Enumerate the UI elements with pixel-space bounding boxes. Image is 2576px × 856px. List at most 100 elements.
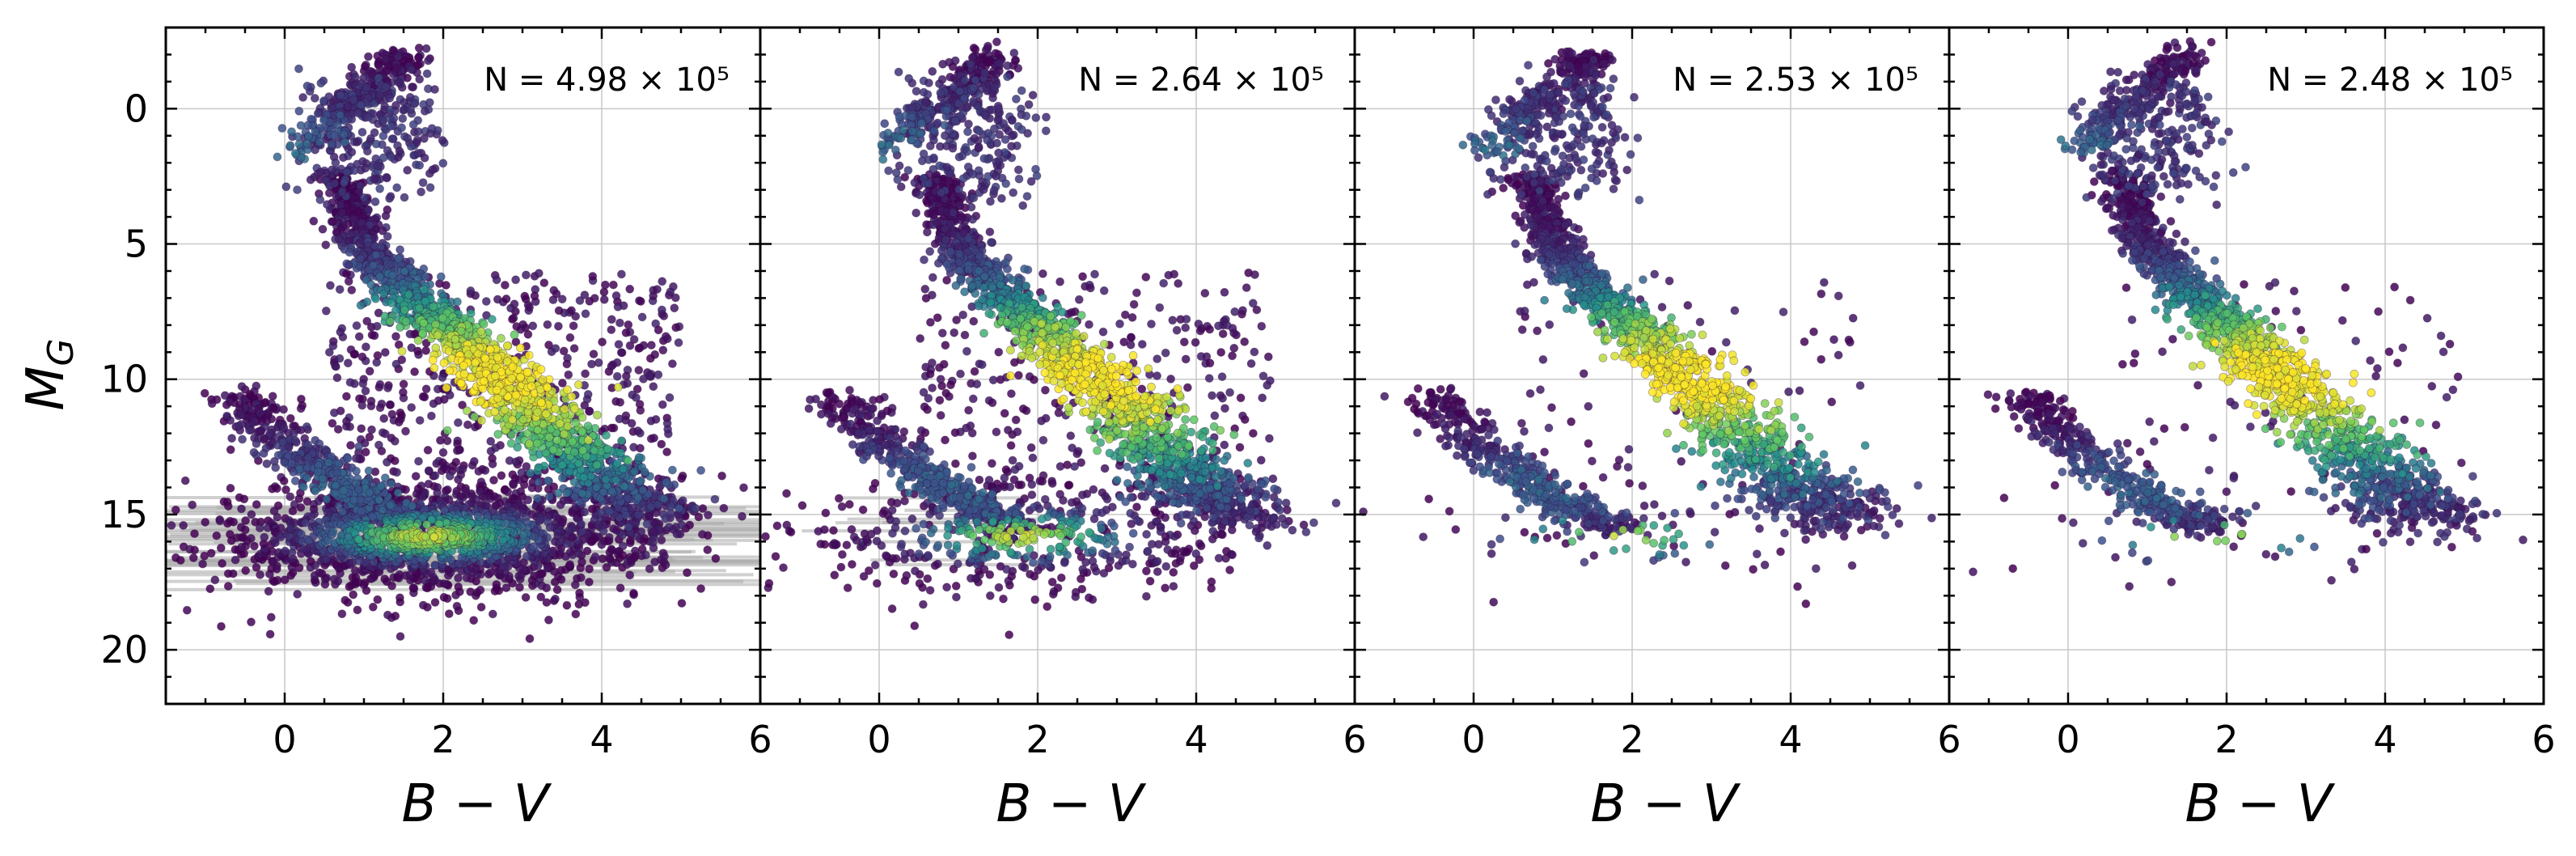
star-point [669, 282, 678, 291]
star-point [469, 616, 479, 625]
star-point [424, 56, 433, 66]
star-point [536, 569, 546, 578]
star-point [528, 321, 538, 331]
star-point [290, 477, 300, 485]
star-point [374, 495, 384, 505]
star-point [586, 537, 596, 547]
star-point [410, 367, 419, 376]
star-point [252, 439, 261, 448]
star-point [421, 488, 429, 498]
star-point [658, 277, 667, 286]
star-point [255, 523, 264, 532]
star-point [466, 587, 476, 596]
star-point [539, 278, 549, 288]
star-point [649, 382, 658, 392]
star-point [442, 426, 452, 435]
star-point [555, 550, 565, 560]
star-point [237, 504, 246, 514]
star-point [445, 366, 454, 375]
star-point [383, 231, 392, 241]
star-point [331, 158, 341, 167]
star-point [511, 275, 520, 285]
star-point [511, 457, 521, 467]
star-point [280, 575, 290, 585]
star-point [389, 46, 399, 56]
star-point [481, 297, 491, 306]
star-point [609, 524, 618, 533]
star-point [231, 555, 240, 565]
star-point [589, 350, 599, 359]
star-point [543, 563, 552, 573]
star-point [642, 519, 652, 529]
star-point [649, 434, 658, 443]
star-point [259, 449, 269, 458]
star-point [594, 520, 603, 529]
star-point [696, 466, 705, 475]
star-point [271, 463, 281, 472]
star-point [227, 434, 237, 443]
star-point [616, 348, 626, 358]
star-point [385, 193, 395, 203]
star-point [551, 344, 560, 354]
star-point [345, 248, 354, 257]
star-point [510, 299, 519, 309]
star-point [421, 384, 431, 394]
star-point [554, 306, 564, 316]
star-point [646, 502, 656, 511]
star-point [501, 583, 511, 592]
star-point [167, 521, 176, 530]
star-point [294, 64, 303, 74]
star-point [413, 127, 423, 137]
star-point [621, 371, 631, 381]
star-point [398, 114, 408, 123]
star-point [246, 534, 256, 543]
star-point [370, 128, 379, 138]
star-point [315, 137, 324, 146]
star-point [179, 521, 188, 530]
star-point [322, 200, 332, 210]
star-point [522, 462, 531, 471]
star-point [640, 467, 649, 477]
star-point [438, 458, 447, 468]
star-point [450, 334, 460, 344]
star-point [623, 379, 632, 388]
star-point [373, 51, 383, 61]
star-point [318, 474, 328, 483]
star-point [351, 454, 361, 463]
star-point [607, 423, 616, 433]
star-point [338, 153, 348, 163]
star-point [365, 367, 374, 376]
star-point [237, 382, 247, 392]
star-point [647, 341, 656, 350]
star-point [325, 281, 335, 290]
star-point [238, 434, 247, 444]
star-point [543, 320, 552, 329]
star-point [392, 183, 402, 193]
star-point [328, 341, 338, 350]
star-point [490, 407, 500, 417]
star-point [241, 566, 251, 575]
star-point [438, 136, 447, 145]
star-point [345, 378, 355, 388]
star-point [633, 493, 643, 502]
star-point [324, 347, 334, 357]
star-point [577, 489, 587, 498]
star-point [336, 91, 345, 100]
star-point [476, 603, 486, 612]
star-point [373, 595, 383, 604]
star-point [557, 460, 567, 470]
star-point [356, 254, 366, 264]
star-point [668, 359, 677, 369]
star-point [405, 92, 415, 102]
star-point [260, 532, 269, 542]
star-point [430, 85, 439, 94]
star-point [520, 291, 530, 301]
star-point [360, 439, 370, 448]
star-point [290, 436, 300, 445]
star-point [577, 427, 587, 436]
star-point [476, 416, 486, 426]
star-point [438, 447, 448, 457]
star-point [370, 174, 379, 184]
star-point [585, 296, 594, 306]
star-point [611, 476, 621, 485]
